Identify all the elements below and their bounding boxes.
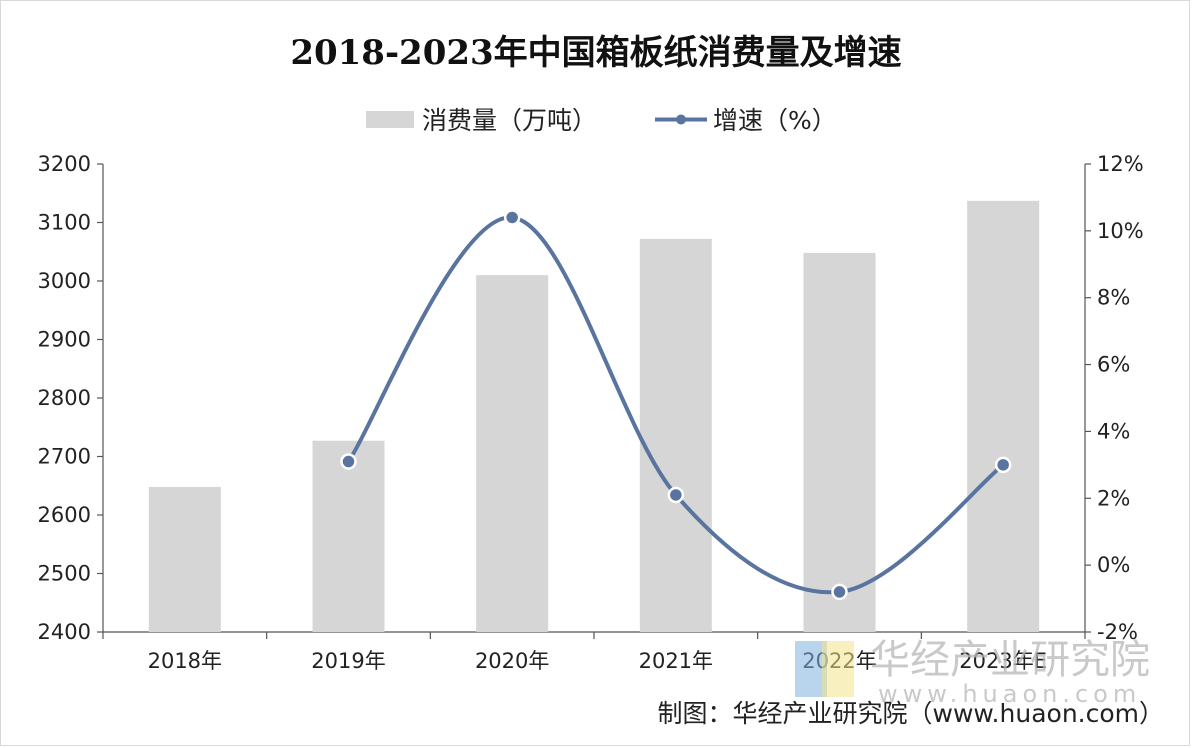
y-left-tick-label: 2600 bbox=[38, 503, 91, 527]
x-tick-label: 2020年 bbox=[475, 649, 549, 673]
y-left-tick-label: 3200 bbox=[38, 152, 91, 176]
y-right-tick-label: 2% bbox=[1097, 486, 1130, 510]
watermark-logo-blue bbox=[795, 641, 827, 697]
y-right-tick-label: -2% bbox=[1097, 620, 1138, 644]
watermark-url: www.huaon.com bbox=[878, 680, 1141, 708]
consumption-bar bbox=[803, 252, 876, 633]
axes bbox=[97, 163, 1091, 639]
legend-line-label: 增速（%） bbox=[713, 106, 837, 135]
growth-line bbox=[346, 215, 1005, 595]
growth-point bbox=[503, 209, 521, 226]
x-tick-label: 2018年 bbox=[148, 649, 222, 673]
y-right-tick-label: 0% bbox=[1097, 553, 1130, 577]
watermark: 华经产业研究院 www.huaon.com bbox=[795, 637, 1150, 708]
y-left-tick-label: 2900 bbox=[38, 328, 91, 352]
tick-labels: 2400 2500 2600 2700 2800 2900 3000 3100 3200 -2% 0… bbox=[38, 152, 1144, 673]
consumption-bar bbox=[148, 486, 221, 632]
y-left-tick-label: 2400 bbox=[38, 620, 91, 644]
y-right-tick-label: 12% bbox=[1097, 152, 1144, 176]
legend: 消费量（万吨） 增速（%） bbox=[366, 106, 837, 135]
x-tick-label: 2021年 bbox=[639, 649, 713, 673]
y-left-tick-label: 2800 bbox=[38, 386, 91, 410]
growth-line-series bbox=[340, 209, 1012, 601]
x-tick-label: 2023年E bbox=[959, 649, 1047, 673]
y-left-tick-label: 2500 bbox=[38, 562, 91, 586]
growth-point bbox=[667, 486, 685, 504]
consumption-bar bbox=[312, 440, 385, 632]
y-right-tick-label: 4% bbox=[1097, 419, 1130, 443]
watermark-logo-yellow bbox=[822, 641, 854, 697]
y-right-tick-label: 8% bbox=[1097, 286, 1130, 310]
y-left-tick-label: 3000 bbox=[38, 269, 91, 293]
growth-point bbox=[831, 583, 848, 601]
x-tick-label: 2019年 bbox=[311, 649, 385, 673]
y-left-tick-label: 2700 bbox=[38, 445, 91, 469]
watermark-text: 华经产业研究院 bbox=[870, 637, 1150, 683]
legend-bar-swatch bbox=[366, 111, 414, 128]
source-note: 制图：华经产业研究院（www.huaon.com） bbox=[658, 699, 1164, 728]
legend-bar-label: 消费量（万吨） bbox=[422, 106, 597, 135]
y-left-tick-label: 3100 bbox=[38, 211, 91, 235]
growth-point bbox=[340, 453, 357, 470]
y-right-tick-label: 6% bbox=[1097, 353, 1130, 377]
bars bbox=[148, 200, 1040, 633]
consumption-bar bbox=[639, 238, 712, 632]
consumption-bar bbox=[476, 275, 549, 632]
growth-point bbox=[994, 456, 1012, 474]
chart-title: 2018-2023年中国箱板纸消费量及增速 bbox=[290, 33, 901, 73]
legend-line-marker bbox=[676, 114, 686, 125]
y-right-tick-label: 10% bbox=[1097, 219, 1144, 243]
consumption-bar bbox=[967, 200, 1040, 633]
